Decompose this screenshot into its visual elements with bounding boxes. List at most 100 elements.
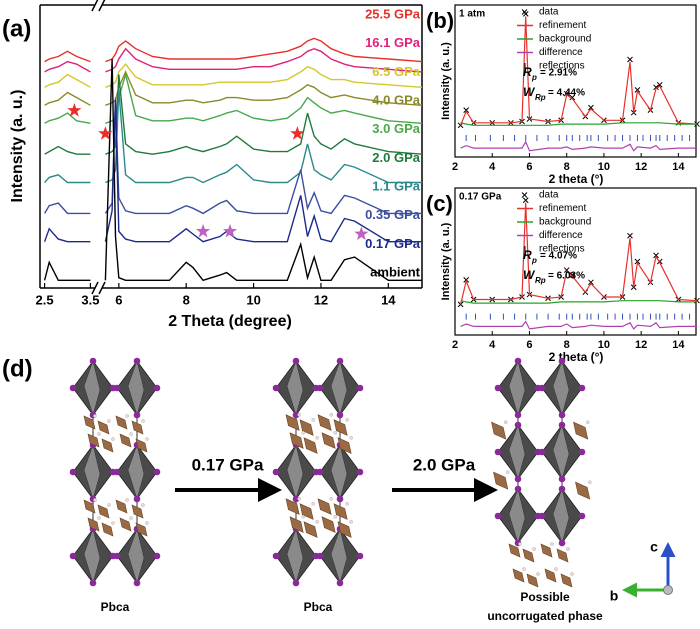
annotation-sub: Rp xyxy=(535,93,546,102)
iodide-atom xyxy=(578,384,586,392)
series-label: 6.5 GPa xyxy=(372,64,420,79)
star-marker xyxy=(98,126,113,140)
series-label: 2.0 GPa xyxy=(372,150,420,165)
iodide-atom xyxy=(558,475,566,483)
iodide-atom xyxy=(356,384,364,392)
organic-cation xyxy=(135,522,148,537)
hydrogen-atom xyxy=(311,501,316,506)
organic-cation xyxy=(101,522,114,537)
iodide-atom xyxy=(133,357,141,365)
crystal-structure xyxy=(272,357,364,587)
fit-line xyxy=(460,122,697,126)
pattern-line xyxy=(44,112,91,124)
legend-label: data xyxy=(539,7,559,18)
star-marker xyxy=(354,226,369,240)
condition-label: 0.17 GPa xyxy=(459,192,502,203)
series-label: 4.0 GPa xyxy=(372,92,420,107)
organic-cation xyxy=(131,420,144,435)
organic-cation xyxy=(512,568,525,583)
x-tick-label: 2.5 xyxy=(36,292,54,307)
iodide-atom xyxy=(292,357,300,365)
iodide-atom xyxy=(69,384,77,392)
x-tick-label: 3.5 xyxy=(81,292,99,307)
pattern-line xyxy=(105,70,423,106)
structure-label: Pbca xyxy=(304,600,333,614)
axis-label-c: c xyxy=(650,539,658,555)
x-tick-label: 6 xyxy=(526,161,532,173)
iodide-atom xyxy=(538,384,546,392)
iodide-atom xyxy=(292,411,300,419)
annotation-text: = 4.07% xyxy=(540,251,577,262)
x-tick-label: 8 xyxy=(564,339,570,351)
data-point xyxy=(463,107,470,113)
iodide-atom xyxy=(153,468,161,476)
series-label: 0.17 GPa xyxy=(365,236,421,251)
fit-line xyxy=(460,300,697,304)
hydrogen-atom xyxy=(97,516,101,520)
series-label: 0.35 GPa xyxy=(365,207,421,222)
hydrogen-atom xyxy=(349,435,354,440)
x-axis-title: 2 theta (°) xyxy=(549,350,604,364)
iodide-atom xyxy=(316,384,324,392)
hydrogen-atom xyxy=(125,414,129,418)
legend-label: data xyxy=(539,190,559,201)
organic-cation xyxy=(573,421,589,440)
hydrogen-atom xyxy=(566,547,570,551)
iodide-atom xyxy=(336,411,344,419)
iodide-atom xyxy=(153,384,161,392)
iodide-atom xyxy=(336,357,344,365)
iodide-atom xyxy=(133,411,141,419)
hydrogen-atom xyxy=(93,498,97,502)
crystal-structure xyxy=(491,357,592,588)
panel-label: (b) xyxy=(426,8,454,33)
iodide-atom xyxy=(153,552,161,560)
iodide-atom xyxy=(558,421,566,429)
organic-cation xyxy=(522,548,535,563)
annotation-sub: p xyxy=(531,256,537,265)
axis-break xyxy=(91,0,99,12)
pattern-line xyxy=(44,73,91,88)
hydrogen-atom xyxy=(315,435,320,440)
pattern-line xyxy=(43,260,91,281)
axis-break xyxy=(91,281,99,295)
pattern-line xyxy=(105,47,423,73)
data-point xyxy=(627,232,633,239)
pattern-line xyxy=(105,74,423,155)
hydrogen-atom xyxy=(141,503,145,507)
organic-cation xyxy=(333,503,348,520)
organic-cation xyxy=(317,498,332,515)
organic-cation xyxy=(289,516,304,533)
iodide-atom xyxy=(514,421,522,429)
hydrogen-atom xyxy=(315,520,320,524)
iodide-atom xyxy=(514,485,522,493)
y-axis-title: Intensity (a. u.) xyxy=(440,42,452,120)
pattern-line xyxy=(105,37,423,63)
hydrogen-atom xyxy=(586,420,590,425)
hydrogen-atom xyxy=(141,419,145,423)
panel-label: (c) xyxy=(426,191,453,216)
iodide-atom xyxy=(133,495,141,503)
hydrogen-atom xyxy=(505,470,510,475)
pattern-line xyxy=(105,89,422,184)
annotation-text: = 6.03% xyxy=(548,271,585,282)
hydrogen-atom xyxy=(329,412,334,417)
hydrogen-atom xyxy=(522,567,526,571)
hydrogen-atom xyxy=(333,430,338,435)
iodide-atom xyxy=(316,552,324,560)
organic-cation xyxy=(87,517,100,532)
organic-cation xyxy=(540,543,553,558)
structure-label: Pbca xyxy=(101,600,130,614)
organic-cation xyxy=(317,414,332,431)
series-label: 25.5 GPa xyxy=(365,6,421,21)
hydrogen-atom xyxy=(588,480,592,485)
organic-cation xyxy=(131,504,144,519)
arrow-label: 2.0 GPa xyxy=(413,455,476,474)
organic-cation xyxy=(321,516,336,533)
hydrogen-atom xyxy=(536,572,540,576)
pattern-line xyxy=(44,60,91,73)
iodide-atom xyxy=(272,468,280,476)
pattern-line xyxy=(105,71,423,124)
star-marker xyxy=(67,103,82,117)
iodide-atom xyxy=(538,448,546,456)
y-axis-title: Intensity (a. u.) xyxy=(9,90,26,203)
